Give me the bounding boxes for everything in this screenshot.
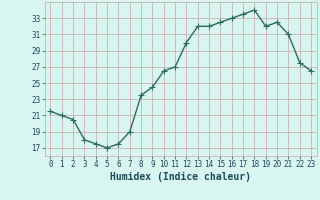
- X-axis label: Humidex (Indice chaleur): Humidex (Indice chaleur): [110, 172, 251, 182]
